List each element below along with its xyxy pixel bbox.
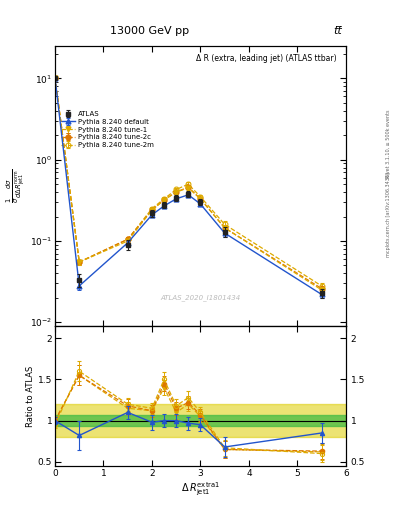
Text: 13000 GeV pp: 13000 GeV pp — [110, 26, 189, 36]
Y-axis label: $\frac{1}{\sigma}\frac{d\sigma}{d\Delta R_{\rm jet1}^{\rm norm}}$: $\frac{1}{\sigma}\frac{d\sigma}{d\Delta … — [5, 169, 27, 203]
Y-axis label: Ratio to ATLAS: Ratio to ATLAS — [26, 366, 35, 426]
Legend: ATLAS, Pythia 8.240 default, Pythia 8.240 tune-1, Pythia 8.240 tune-2c, Pythia 8: ATLAS, Pythia 8.240 default, Pythia 8.24… — [60, 110, 155, 150]
Text: Δ R (extra, leading jet) (ATLAS ttbar): Δ R (extra, leading jet) (ATLAS ttbar) — [196, 54, 337, 63]
X-axis label: $\Delta\, R_{\rm jet1}^{\rm extra1}$: $\Delta\, R_{\rm jet1}^{\rm extra1}$ — [181, 480, 220, 498]
Text: tt̅: tt̅ — [333, 26, 342, 36]
Text: mcplots.cern.ch [arXiv:1306.3436]: mcplots.cern.ch [arXiv:1306.3436] — [386, 173, 391, 258]
Text: ATLAS_2020_I1801434: ATLAS_2020_I1801434 — [160, 294, 241, 302]
Text: Rivet 3.1.10, ≥ 500k events: Rivet 3.1.10, ≥ 500k events — [386, 109, 391, 178]
